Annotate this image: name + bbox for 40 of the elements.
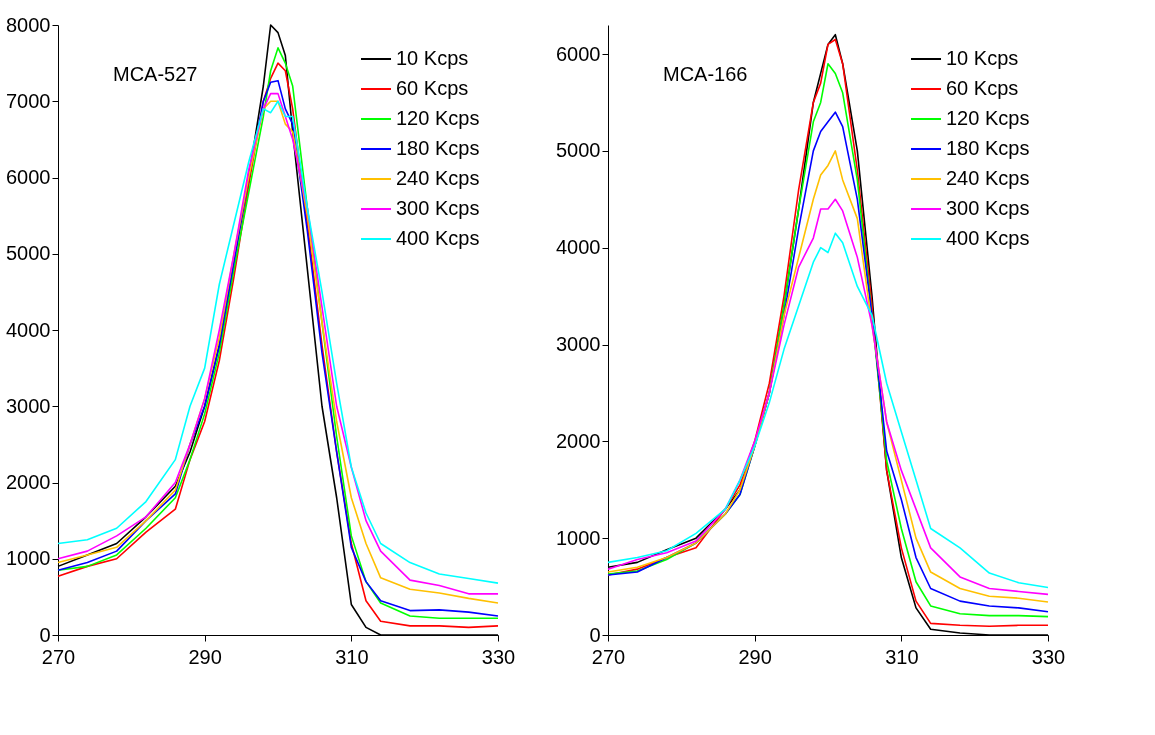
y-tick-label: 2000: [6, 471, 51, 493]
y-tick-label: 4000: [556, 236, 601, 259]
legend-label: 120 Kcps: [396, 107, 480, 129]
y-tick-label: 1000: [556, 526, 601, 549]
y-tick-label: 2000: [556, 429, 601, 452]
legend-label: 240 Kcps: [396, 167, 480, 189]
legend-label: 300 Kcps: [946, 197, 1030, 219]
x-tick-label: 330: [1031, 645, 1066, 668]
y-tick-label: 0: [39, 623, 51, 646]
y-tick-label: 3000: [556, 333, 601, 356]
x-tick-label: 290: [188, 645, 222, 668]
x-tick-label: 270: [41, 645, 76, 668]
legend-label: 180 Kcps: [396, 137, 480, 159]
x-tick-label: 310: [335, 645, 369, 668]
legend-label: 120 Kcps: [946, 107, 1030, 129]
legend-label: 60 Kcps: [396, 77, 469, 99]
annotation: MCA-527: [113, 63, 198, 85]
y-tick-label: 1000: [6, 547, 51, 570]
y-tick-label: 5000: [6, 242, 51, 265]
legend-label: 180 Kcps: [946, 137, 1030, 159]
legend-label: 400 Kcps: [946, 227, 1030, 249]
legend-label: 240 Kcps: [946, 167, 1030, 189]
y-tick-label: 4000: [6, 318, 51, 341]
x-tick-label: 330: [481, 645, 516, 668]
x-tick-label: 290: [738, 645, 772, 668]
y-tick-label: 7000: [6, 89, 51, 112]
x-tick-label: 270: [591, 645, 626, 668]
y-tick-label: 3000: [6, 394, 51, 417]
x-tick-label: 310: [885, 645, 919, 668]
y-tick-label: 0: [589, 623, 601, 646]
y-tick-label: 8000: [6, 13, 51, 36]
legend-label: 60 Kcps: [946, 77, 1019, 99]
annotation: MCA-166: [663, 63, 748, 85]
y-tick-label: 6000: [6, 166, 51, 188]
y-tick-label: 5000: [556, 139, 601, 162]
y-tick-label: 6000: [556, 42, 601, 65]
legend-label: 10 Kcps: [396, 47, 469, 69]
legend-label: 300 Kcps: [396, 197, 480, 219]
legend-label: 10 Kcps: [946, 47, 1019, 69]
legend-label: 400 Kcps: [396, 227, 480, 249]
